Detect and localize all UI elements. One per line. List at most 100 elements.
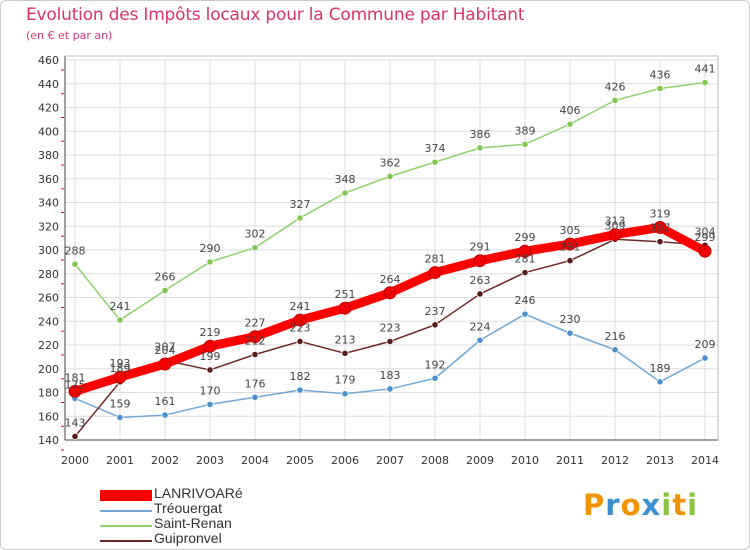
data-label-tr-ouergat: 230 bbox=[560, 313, 581, 326]
proxiti-logo: Proxiti bbox=[583, 488, 698, 522]
data-label-saint-renan: 327 bbox=[290, 198, 311, 211]
logo-letter: i bbox=[687, 488, 699, 522]
data-point-lanrivoar- bbox=[158, 357, 172, 371]
data-label-guipronvel: 213 bbox=[335, 333, 356, 346]
data-point-tr-ouergat bbox=[206, 400, 214, 408]
data-label-tr-ouergat: 170 bbox=[200, 384, 221, 397]
x-tick-label: 2013 bbox=[646, 454, 674, 467]
data-label-lanrivoar-: 219 bbox=[200, 326, 221, 339]
logo-letter: x bbox=[641, 488, 662, 522]
data-label-saint-renan: 348 bbox=[335, 173, 356, 186]
data-point-lanrivoar- bbox=[248, 330, 262, 344]
data-point-lanrivoar- bbox=[203, 339, 217, 353]
data-point-lanrivoar- bbox=[608, 228, 622, 242]
data-point-lanrivoar- bbox=[563, 237, 577, 251]
y-tick-label: 440 bbox=[38, 78, 59, 91]
y-tick-label: 460 bbox=[38, 54, 59, 67]
data-label-tr-ouergat: 224 bbox=[470, 320, 491, 333]
data-point-saint-renan bbox=[71, 260, 79, 268]
data-label-lanrivoar-: 313 bbox=[605, 215, 626, 228]
y-tick-label: 200 bbox=[38, 363, 59, 376]
data-point-guipronvel bbox=[566, 257, 574, 265]
data-point-guipronvel bbox=[251, 350, 259, 359]
data-label-guipronvel: 223 bbox=[380, 321, 401, 334]
data-point-guipronvel bbox=[296, 337, 304, 346]
x-tick-label: 2012 bbox=[601, 454, 629, 467]
data-label-guipronvel: 189 bbox=[110, 362, 131, 375]
data-label-tr-ouergat: 179 bbox=[335, 374, 356, 387]
y-tick-label: 400 bbox=[38, 125, 59, 138]
data-label-saint-renan: 426 bbox=[605, 80, 626, 93]
data-label-lanrivoar-: 251 bbox=[335, 288, 356, 301]
data-label-guipronvel: 143 bbox=[65, 416, 86, 429]
data-point-saint-renan bbox=[341, 189, 349, 197]
data-label-lanrivoar-: 227 bbox=[245, 317, 266, 330]
data-label-saint-renan: 362 bbox=[380, 156, 401, 169]
data-point-lanrivoar- bbox=[293, 313, 307, 327]
data-point-tr-ouergat bbox=[386, 385, 394, 393]
data-label-lanrivoar-: 193 bbox=[110, 357, 131, 370]
y-tick-label: 220 bbox=[38, 339, 59, 352]
logo-letter: o bbox=[620, 488, 642, 522]
data-label-saint-renan: 266 bbox=[155, 270, 176, 283]
legend-swatch bbox=[100, 510, 152, 512]
data-point-tr-ouergat bbox=[476, 336, 484, 344]
data-label-lanrivoar-: 264 bbox=[380, 273, 401, 286]
y-tick-label: 420 bbox=[38, 102, 59, 115]
data-label-tr-ouergat: 176 bbox=[245, 377, 266, 390]
data-point-lanrivoar- bbox=[518, 244, 532, 258]
data-point-lanrivoar- bbox=[68, 384, 82, 398]
data-label-lanrivoar-: 319 bbox=[650, 207, 671, 220]
data-point-saint-renan bbox=[386, 172, 394, 180]
logo-letter: i bbox=[661, 488, 673, 522]
chart-subtitle: (en € et par an) bbox=[26, 29, 113, 42]
data-point-tr-ouergat bbox=[566, 329, 574, 337]
data-label-tr-ouergat: 161 bbox=[155, 395, 176, 408]
x-tick-label: 2002 bbox=[151, 454, 179, 467]
data-point-saint-renan bbox=[611, 96, 619, 104]
data-label-guipronvel: 212 bbox=[245, 335, 266, 348]
data-point-guipronvel bbox=[71, 432, 79, 441]
data-label-guipronvel: 304 bbox=[695, 225, 716, 238]
data-point-guipronvel bbox=[206, 366, 214, 374]
data-point-lanrivoar- bbox=[383, 286, 397, 300]
data-label-lanrivoar-: 204 bbox=[155, 344, 176, 357]
data-point-guipronvel bbox=[431, 321, 439, 329]
legend-label: Saint-Renan bbox=[154, 515, 232, 531]
data-point-tr-ouergat bbox=[431, 374, 439, 382]
legend-label: LANRIVOARé bbox=[154, 485, 243, 501]
x-tick-label: 2007 bbox=[376, 454, 404, 467]
data-label-lanrivoar-: 281 bbox=[425, 253, 446, 266]
legend-swatch bbox=[100, 490, 152, 501]
data-point-tr-ouergat bbox=[296, 386, 304, 394]
data-label-guipronvel: 223 bbox=[290, 321, 311, 334]
data-point-saint-renan bbox=[251, 244, 259, 252]
data-point-saint-renan bbox=[296, 214, 304, 222]
data-point-saint-renan bbox=[476, 144, 484, 152]
data-label-lanrivoar-: 299 bbox=[515, 231, 536, 244]
logo-letter: r bbox=[605, 488, 621, 522]
data-point-guipronvel bbox=[386, 337, 394, 346]
data-label-guipronvel: 263 bbox=[470, 274, 491, 287]
data-label-lanrivoar-: 241 bbox=[290, 300, 311, 313]
data-point-lanrivoar- bbox=[698, 244, 712, 258]
data-label-saint-renan: 436 bbox=[650, 69, 671, 82]
y-tick-label: 320 bbox=[38, 220, 59, 233]
data-label-tr-ouergat: 182 bbox=[290, 370, 311, 383]
x-tick-label: 2000 bbox=[61, 454, 89, 467]
x-tick-label: 2008 bbox=[421, 454, 449, 467]
data-label-lanrivoar-: 299 bbox=[695, 231, 716, 244]
legend-swatch bbox=[100, 540, 152, 542]
x-tick-label: 2006 bbox=[331, 454, 359, 467]
data-point-lanrivoar- bbox=[428, 266, 442, 280]
x-tick-label: 2010 bbox=[511, 454, 539, 467]
y-tick-label: 340 bbox=[38, 197, 59, 210]
data-point-tr-ouergat bbox=[251, 393, 259, 401]
y-tick-label: 240 bbox=[38, 315, 59, 328]
data-label-guipronvel: 307 bbox=[650, 222, 671, 235]
data-label-saint-renan: 441 bbox=[695, 63, 716, 76]
y-tick-label: 300 bbox=[38, 244, 59, 257]
data-label-lanrivoar-: 305 bbox=[560, 224, 581, 237]
